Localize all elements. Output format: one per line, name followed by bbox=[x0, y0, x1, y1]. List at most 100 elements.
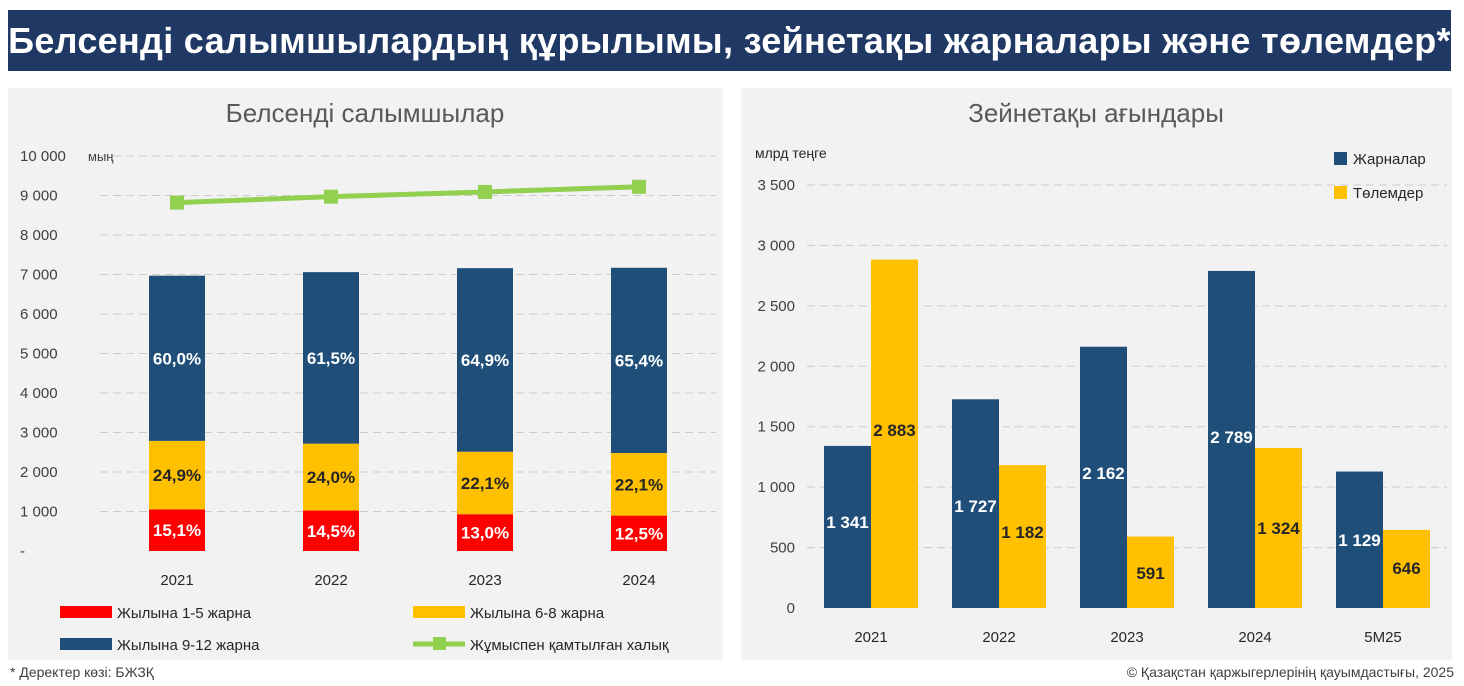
active-contributors-chart: Белсенді салымшылар - 1 000 2 000 3 000 4 000… bbox=[20, 98, 716, 654]
y-tick-label: 5 000 bbox=[20, 346, 58, 363]
data-label: 1 727 bbox=[954, 497, 997, 516]
bar-segment bbox=[457, 451, 513, 515]
data-label: 1 324 bbox=[1257, 519, 1300, 538]
legend-swatch bbox=[1334, 186, 1347, 199]
y-tick-label: 0 bbox=[787, 600, 795, 617]
legend-swatch bbox=[413, 606, 465, 618]
pension-flows-chart: Зейнетақы ағындары млрд теңге 0 500 1 000 1 5… bbox=[755, 98, 1447, 646]
bar bbox=[1208, 270, 1255, 608]
bar-segment bbox=[611, 515, 667, 551]
bar bbox=[952, 399, 999, 608]
y-tick-label: 3 000 bbox=[757, 237, 795, 254]
chart-title: Белсенді салымшылар bbox=[226, 98, 505, 128]
y-tick-label: 6 000 bbox=[20, 306, 58, 323]
x-tick-label: 2022 bbox=[982, 629, 1015, 646]
bar-segment bbox=[149, 275, 205, 441]
y-tick-label: 3 000 bbox=[20, 425, 58, 442]
legend-label: Жылына 6-8 жарна bbox=[470, 605, 605, 622]
y-tick-label: 1 500 bbox=[757, 419, 795, 436]
x-tick-label: 2021 bbox=[160, 572, 193, 589]
data-label: 646 bbox=[1392, 559, 1420, 578]
y-tick-label: 7 000 bbox=[20, 267, 58, 284]
pension-flows-panel: Зейнетақы ағындары млрд теңге 0 500 1 000 1 5… bbox=[741, 88, 1452, 660]
legend-marker bbox=[433, 637, 446, 650]
unit-label: мың bbox=[88, 149, 114, 164]
legend-label: Төлемдер bbox=[1353, 185, 1423, 202]
bar-segment bbox=[303, 443, 359, 511]
line-marker bbox=[324, 189, 338, 204]
bar-segment bbox=[303, 510, 359, 551]
data-label: 1 129 bbox=[1338, 531, 1381, 550]
line-marker bbox=[632, 179, 646, 194]
y-tick-label: 2 500 bbox=[757, 298, 795, 315]
bar-segment bbox=[611, 453, 667, 516]
bar bbox=[871, 259, 918, 608]
data-label: 2 883 bbox=[873, 421, 916, 440]
legend-swatch bbox=[60, 606, 112, 618]
x-tick-label: 2023 bbox=[1110, 629, 1143, 646]
data-label: 2 789 bbox=[1210, 428, 1253, 447]
bar bbox=[1080, 346, 1127, 608]
y-tick-label: 1 000 bbox=[20, 504, 58, 521]
x-tick-label: 2021 bbox=[854, 629, 887, 646]
bar bbox=[1255, 447, 1302, 608]
bar bbox=[824, 445, 871, 608]
data-label: 22,1% bbox=[615, 475, 663, 494]
unit-label: млрд теңге bbox=[755, 145, 827, 161]
y-tick-label: 8 000 bbox=[20, 227, 58, 244]
y-tick-label: - bbox=[20, 543, 25, 560]
chart-title: Зейнетақы ағындары bbox=[968, 98, 1224, 128]
bar-segment bbox=[149, 440, 205, 510]
bar bbox=[1336, 471, 1383, 608]
y-tick-label: 10 000 bbox=[20, 148, 66, 165]
data-label: 64,9% bbox=[461, 351, 509, 370]
legend-label: Жылына 9-12 жарна bbox=[117, 637, 260, 654]
employed-population-line bbox=[176, 184, 640, 206]
data-label: 12,5% bbox=[615, 524, 663, 543]
data-label: 591 bbox=[1136, 564, 1164, 583]
line-marker bbox=[478, 184, 492, 199]
data-label: 24,9% bbox=[153, 466, 201, 485]
legend-label: Жарналар bbox=[1353, 151, 1426, 168]
y-tick-label: 3 500 bbox=[757, 177, 795, 194]
bar-segment bbox=[611, 267, 667, 454]
data-label: 22,1% bbox=[461, 474, 509, 493]
bar bbox=[999, 465, 1046, 608]
line-marker bbox=[170, 195, 184, 210]
y-tick-label: 500 bbox=[770, 540, 795, 557]
active-contributors-panel: Белсенді салымшылар - 1 000 2 000 3 000 4 000… bbox=[8, 88, 723, 660]
y-tick-label: 9 000 bbox=[20, 188, 58, 205]
y-tick-label: 2 000 bbox=[20, 464, 58, 481]
data-label: 24,0% bbox=[307, 468, 355, 487]
x-tick-label: 2022 bbox=[314, 572, 347, 589]
bar-segment bbox=[303, 272, 359, 444]
data-label: 2 162 bbox=[1082, 464, 1125, 483]
y-tick-label: 4 000 bbox=[20, 385, 58, 402]
data-label: 65,4% bbox=[615, 351, 663, 370]
bar-segment bbox=[149, 509, 205, 551]
data-label: 15,1% bbox=[153, 521, 201, 540]
data-label: 13,0% bbox=[461, 524, 509, 543]
data-label: 14,5% bbox=[307, 522, 355, 541]
data-label: 61,5% bbox=[307, 349, 355, 368]
data-label: 60,0% bbox=[153, 349, 201, 368]
data-source-note: * Деректер көзі: БЖЗҚ bbox=[10, 664, 154, 680]
x-tick-label: 2023 bbox=[468, 572, 501, 589]
legend-swatch bbox=[60, 638, 112, 650]
x-tick-label: 2024 bbox=[1238, 629, 1271, 646]
data-label: 1 341 bbox=[826, 513, 869, 532]
copyright-note: © Қазақстан қаржыгерлерінің қауымдастығы… bbox=[1126, 664, 1454, 680]
legend-label: Жұмыспен қамтылған халық bbox=[470, 637, 669, 654]
bar bbox=[1127, 536, 1174, 608]
bar-segment bbox=[457, 268, 513, 452]
legend-swatch bbox=[1334, 152, 1347, 165]
legend-label: Жылына 1-5 жарна bbox=[117, 605, 252, 622]
page-title: Белсенді салымшылардың құрылымы, зейнета… bbox=[8, 10, 1451, 71]
bar bbox=[1383, 529, 1430, 608]
x-tick-label: 5М25 bbox=[1364, 629, 1402, 646]
data-label: 1 182 bbox=[1001, 523, 1044, 542]
x-tick-label: 2024 bbox=[622, 572, 655, 589]
y-tick-label: 2 000 bbox=[757, 358, 795, 375]
bar-segment bbox=[457, 514, 513, 551]
y-tick-label: 1 000 bbox=[757, 479, 795, 496]
